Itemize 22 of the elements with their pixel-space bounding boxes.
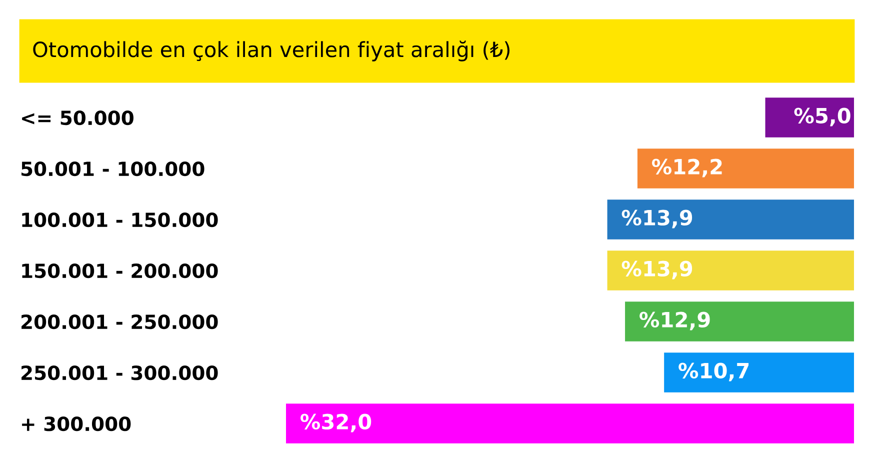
data-label: %13,9 bbox=[622, 210, 692, 228]
data-label: %10,7 bbox=[678, 362, 749, 382]
y-tick-label: 100.001 - 150.000 bbox=[22, 212, 218, 228]
bar bbox=[637, 148, 854, 188]
bar bbox=[607, 250, 854, 290]
chart-title: Otomobilde en çok ilan verilen fiyat aralığı (₺) bbox=[33, 40, 510, 62]
data-label: %12,9 bbox=[640, 312, 710, 330]
bar bbox=[664, 352, 854, 392]
y-tick-label: 250.001 - 300.000 bbox=[22, 365, 218, 380]
data-label: %32,0 bbox=[300, 414, 372, 432]
data-label: %12,2 bbox=[652, 158, 722, 178]
y-tick-label: 150.001 - 200.000 bbox=[22, 263, 218, 278]
bar bbox=[765, 98, 854, 138]
y-tick-label: 200.001 - 250.000 bbox=[22, 314, 218, 330]
y-tick-label: + 300.000 bbox=[22, 416, 131, 432]
bar bbox=[607, 200, 854, 240]
data-label: %13,9 bbox=[622, 260, 692, 280]
y-tick-label: 50.001 - 100.000 bbox=[22, 161, 204, 176]
y-tick-label: <= 50.000 bbox=[22, 110, 134, 126]
data-label: %5,0 bbox=[794, 108, 850, 126]
bar bbox=[286, 404, 854, 444]
bar bbox=[625, 302, 854, 342]
